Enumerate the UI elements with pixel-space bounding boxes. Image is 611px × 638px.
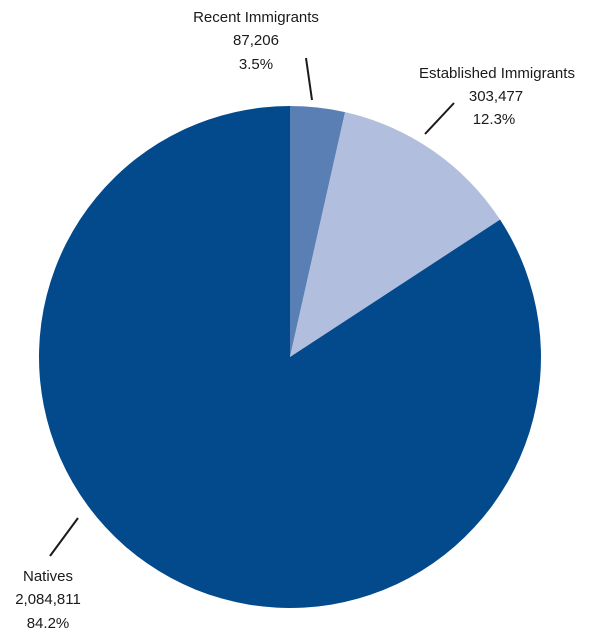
label-established-percent: 12.3% bbox=[473, 111, 516, 128]
pie-slices bbox=[38, 105, 541, 608]
label-recent-percent: 3.5% bbox=[239, 56, 273, 73]
label-natives-value: 2,084,811 bbox=[15, 591, 81, 608]
label-natives: Natives 2,084,811 84.2% bbox=[15, 568, 81, 632]
label-natives-percent: 84.2% bbox=[27, 615, 70, 632]
label-established-value: 303,477 bbox=[469, 88, 523, 105]
pie-slice-recent-immigrants bbox=[290, 106, 346, 357]
leader-line-natives bbox=[49, 517, 79, 557]
pie-slice-natives bbox=[38, 105, 541, 608]
label-recent-immigrants: Recent Immigrants 87,206 3.5% bbox=[193, 9, 319, 73]
label-recent-name: Recent Immigrants bbox=[193, 9, 319, 26]
pie-slice-established-immigrants bbox=[290, 112, 501, 358]
leader-line-established bbox=[424, 102, 455, 135]
label-natives-name: Natives bbox=[23, 568, 73, 585]
label-recent-value: 87,206 bbox=[233, 32, 279, 49]
leader-line-recent bbox=[305, 57, 313, 101]
label-established-name: Established Immigrants bbox=[419, 65, 575, 82]
label-established-immigrants: Established Immigrants 303,477 12.3% bbox=[419, 65, 575, 128]
